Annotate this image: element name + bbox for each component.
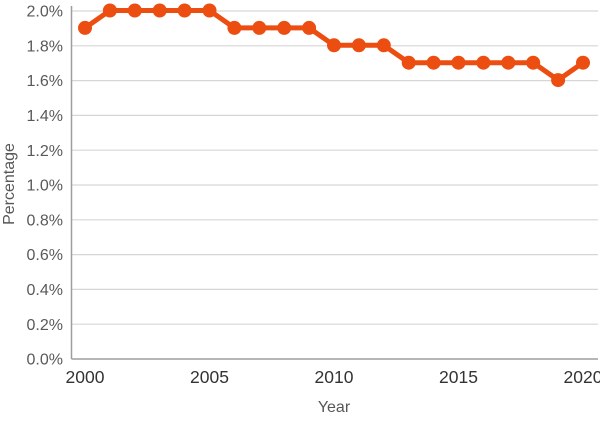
x-axis-title: Year (318, 399, 351, 416)
data-point-2003 (152, 3, 167, 18)
y-tick-label: 1.4% (27, 108, 63, 125)
y-tick-label: 0.0% (27, 352, 63, 369)
data-point-2014 (426, 55, 441, 70)
y-tick-labels: 0.0% 0.2% 0.4% 0.6% 0.8% 1.0% 1.2% 1.4% 1.6% 1.8%… (27, 4, 63, 369)
y-tick-label: 0.4% (27, 282, 63, 299)
data-point-2019 (551, 73, 566, 88)
data-series (78, 3, 590, 88)
data-point-2017 (501, 55, 516, 70)
x-tick-labels: 2000 2005 2010 2015 2020 (66, 367, 600, 387)
x-tick-label: 2010 (315, 367, 354, 387)
data-point-2010 (327, 38, 341, 53)
data-point-2008 (277, 20, 292, 35)
axes (70, 6, 598, 360)
data-point-2009 (302, 20, 317, 35)
x-tick-label: 2015 (439, 367, 478, 387)
y-tick-label: 1.8% (27, 38, 63, 55)
x-tick-label: 2000 (66, 367, 105, 387)
data-point-2007 (252, 20, 267, 35)
data-point-2005 (202, 3, 217, 18)
data-point-2015 (451, 55, 466, 70)
data-point-2013 (401, 55, 416, 70)
data-point-2011 (351, 38, 366, 53)
gridlines (71, 10, 598, 325)
y-tick-label: 1.2% (27, 143, 63, 160)
y-tick-label: 2.0% (27, 4, 63, 21)
y-tick-label: 1.6% (27, 73, 63, 90)
data-point-2012 (376, 38, 391, 53)
x-tick-label: 2020 (564, 367, 600, 387)
data-point-2000 (78, 20, 92, 35)
y-tick-label: 1.0% (27, 178, 63, 195)
y-tick-label: 0.6% (27, 247, 63, 264)
data-point-2001 (102, 3, 117, 18)
data-point-2004 (177, 3, 192, 18)
data-point-2002 (127, 3, 142, 18)
y-tick-label: 0.2% (27, 317, 63, 334)
x-tick-label: 2005 (190, 367, 229, 387)
data-point-2016 (476, 55, 491, 70)
y-tick-label: 0.8% (27, 212, 63, 229)
data-point-2018 (526, 55, 541, 70)
data-point-2020 (576, 55, 590, 70)
y-axis-title: Percentage (1, 143, 18, 225)
data-point-2006 (227, 20, 242, 35)
